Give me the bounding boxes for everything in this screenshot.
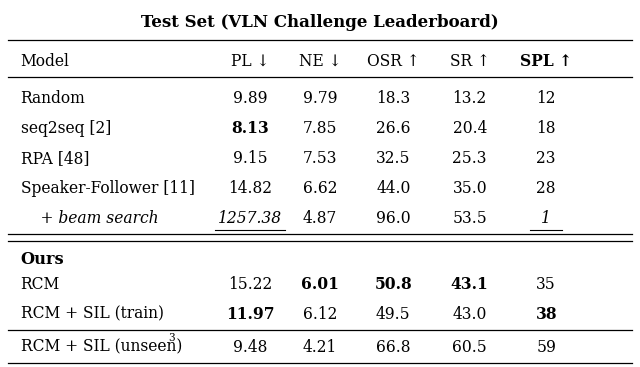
Text: 25.3: 25.3 <box>452 150 487 167</box>
Text: 44.0: 44.0 <box>376 180 410 197</box>
Text: 13.2: 13.2 <box>452 90 487 107</box>
Text: Test Set (VLN Challenge Leaderboard): Test Set (VLN Challenge Leaderboard) <box>141 14 499 31</box>
Text: 53.5: 53.5 <box>452 210 487 226</box>
Text: SPL ↑: SPL ↑ <box>520 53 572 70</box>
Text: 20.4: 20.4 <box>452 120 487 137</box>
Text: 43.0: 43.0 <box>452 306 487 323</box>
Text: 1257.38: 1257.38 <box>218 210 282 226</box>
Text: 6.62: 6.62 <box>303 180 337 197</box>
Text: PL ↓: PL ↓ <box>230 53 269 70</box>
Text: 28: 28 <box>536 180 556 197</box>
Text: 49.5: 49.5 <box>376 306 411 323</box>
Text: 11.97: 11.97 <box>226 306 274 323</box>
Text: 14.82: 14.82 <box>228 180 272 197</box>
Text: 26.6: 26.6 <box>376 120 410 137</box>
Text: 35.0: 35.0 <box>452 180 487 197</box>
Text: 18: 18 <box>536 120 556 137</box>
Text: Model: Model <box>20 53 69 70</box>
Text: 23: 23 <box>536 150 556 167</box>
Text: RPA [48]: RPA [48] <box>20 150 89 167</box>
Text: RCM: RCM <box>20 276 60 293</box>
Text: 4.87: 4.87 <box>303 210 337 226</box>
Text: 35: 35 <box>536 276 556 293</box>
Text: 3: 3 <box>168 333 175 343</box>
Text: 9.89: 9.89 <box>233 90 267 107</box>
Text: 50.8: 50.8 <box>374 276 412 293</box>
Text: 9.48: 9.48 <box>233 339 267 356</box>
Text: 9.15: 9.15 <box>232 150 268 167</box>
Text: + beam search: + beam search <box>20 210 158 226</box>
Text: seq2seq [2]: seq2seq [2] <box>20 120 111 137</box>
Text: 4.21: 4.21 <box>303 339 337 356</box>
Text: SR ↑: SR ↑ <box>450 53 490 70</box>
Text: 15.22: 15.22 <box>228 276 272 293</box>
Text: 43.1: 43.1 <box>451 276 488 293</box>
Text: Speaker-Follower [11]: Speaker-Follower [11] <box>20 180 195 197</box>
Text: 18.3: 18.3 <box>376 90 410 107</box>
Text: 38: 38 <box>536 306 557 323</box>
Text: 9.79: 9.79 <box>303 90 337 107</box>
Text: Random: Random <box>20 90 85 107</box>
Text: 59: 59 <box>536 339 556 356</box>
Text: 7.85: 7.85 <box>303 120 337 137</box>
Text: 7.53: 7.53 <box>303 150 337 167</box>
Text: 6.12: 6.12 <box>303 306 337 323</box>
Text: 1: 1 <box>541 210 551 226</box>
Text: Ours: Ours <box>20 251 64 268</box>
Text: 12: 12 <box>536 90 556 107</box>
Text: 96.0: 96.0 <box>376 210 411 226</box>
Text: 32.5: 32.5 <box>376 150 410 167</box>
Text: 66.8: 66.8 <box>376 339 410 356</box>
Text: NE ↓: NE ↓ <box>299 53 341 70</box>
Text: OSR ↑: OSR ↑ <box>367 53 420 70</box>
Text: 6.01: 6.01 <box>301 276 339 293</box>
Text: RCM + SIL (unseen): RCM + SIL (unseen) <box>20 339 182 356</box>
Text: RCM + SIL (train): RCM + SIL (train) <box>20 306 163 323</box>
Text: 8.13: 8.13 <box>231 120 269 137</box>
Text: 60.5: 60.5 <box>452 339 487 356</box>
